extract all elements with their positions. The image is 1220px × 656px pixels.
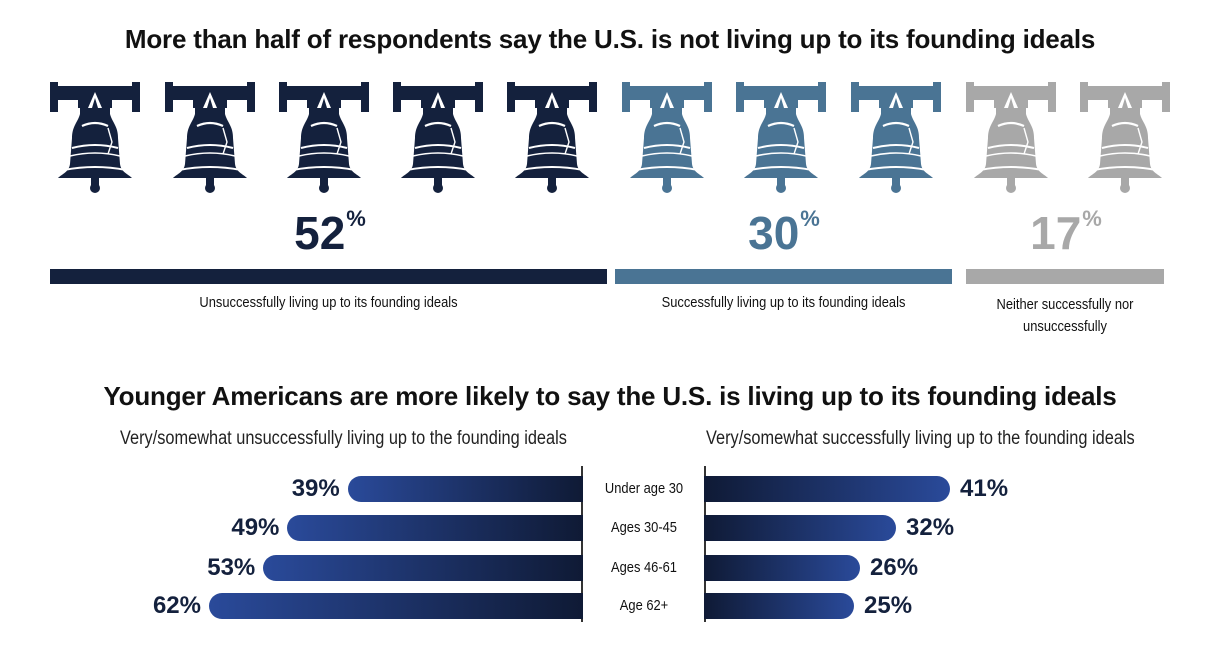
bar-successful-ages-30-45 — [704, 515, 896, 541]
value-label-successful-under-age-30: 41% — [960, 475, 1009, 502]
bar-unsuccessful-age-62 — [209, 593, 583, 619]
segment-label-neither: Neither successfully nor unsuccessfully — [996, 296, 1134, 335]
bar-unsuccessful-ages-30-45 — [287, 515, 583, 541]
category-label-under-age-30: Under age 30 — [604, 480, 684, 497]
bar-unsuccessful-ages-46-61 — [263, 555, 583, 581]
chart-title-bottom: Younger Americans are more likely to say… — [103, 381, 1117, 411]
axis-line-left — [581, 466, 583, 622]
percent-unsuccessful: 52% — [294, 206, 366, 259]
value-label-successful-ages-46-61: 26% — [870, 554, 919, 581]
category-label-ages-46-61: Ages 46-61 — [610, 559, 677, 576]
value-label-unsuccessful-ages-30-45: 49% — [231, 514, 280, 541]
value-label-successful-age-62: 25% — [864, 592, 913, 619]
liberty-bell-icon-unsuccessful-1 — [50, 78, 140, 198]
segment-bar-unsuccessful — [50, 269, 607, 284]
liberty-bell-icon-successful-3 — [851, 78, 941, 198]
bar-successful-under-age-30 — [704, 476, 950, 502]
liberty-bell-icon-unsuccessful-5 — [507, 78, 597, 198]
liberty-bell-icon-unsuccessful-3 — [279, 78, 369, 198]
liberty-bell-icon-successful-2 — [736, 78, 826, 198]
segment-label-unsuccessful: Unsuccessfully living up to its founding… — [199, 294, 458, 311]
liberty-bell-icon-successful-1 — [622, 78, 712, 198]
segment-label-successful: Successfully living up to its founding i… — [661, 294, 906, 311]
category-label-age-62: Age 62+ — [619, 597, 669, 614]
liberty-bell-icon-unsuccessful-2 — [165, 78, 255, 198]
value-label-unsuccessful-ages-46-61: 53% — [207, 554, 256, 581]
percent-neither: 17% — [1030, 206, 1102, 259]
liberty-bell-icon-unsuccessful-4 — [393, 78, 483, 198]
category-label-ages-30-45: Ages 30-45 — [610, 519, 677, 536]
segment-bar-neither — [966, 269, 1164, 284]
bar-successful-ages-46-61 — [704, 555, 860, 581]
bar-successful-age-62 — [704, 593, 854, 619]
liberty-bell-icon-neither-1 — [966, 78, 1056, 198]
value-label-unsuccessful-under-age-30: 39% — [291, 475, 340, 502]
series-header-unsuccessful: Very/somewhat unsuccessfully living up t… — [120, 428, 567, 449]
series-header-successful: Very/somewhat successfully living up to … — [706, 428, 1135, 449]
bell-pictogram-row — [0, 78, 1220, 198]
liberty-bell-icon-neither-2 — [1080, 78, 1170, 198]
percent-successful: 30% — [748, 206, 820, 259]
segment-bar-successful — [615, 269, 952, 284]
value-label-unsuccessful-age-62: 62% — [152, 592, 201, 619]
axis-line-right — [704, 466, 706, 622]
value-label-successful-ages-30-45: 32% — [906, 514, 955, 541]
chart-title-top: More than half of respondents say the U.… — [124, 24, 1096, 54]
bar-unsuccessful-under-age-30 — [347, 476, 583, 502]
